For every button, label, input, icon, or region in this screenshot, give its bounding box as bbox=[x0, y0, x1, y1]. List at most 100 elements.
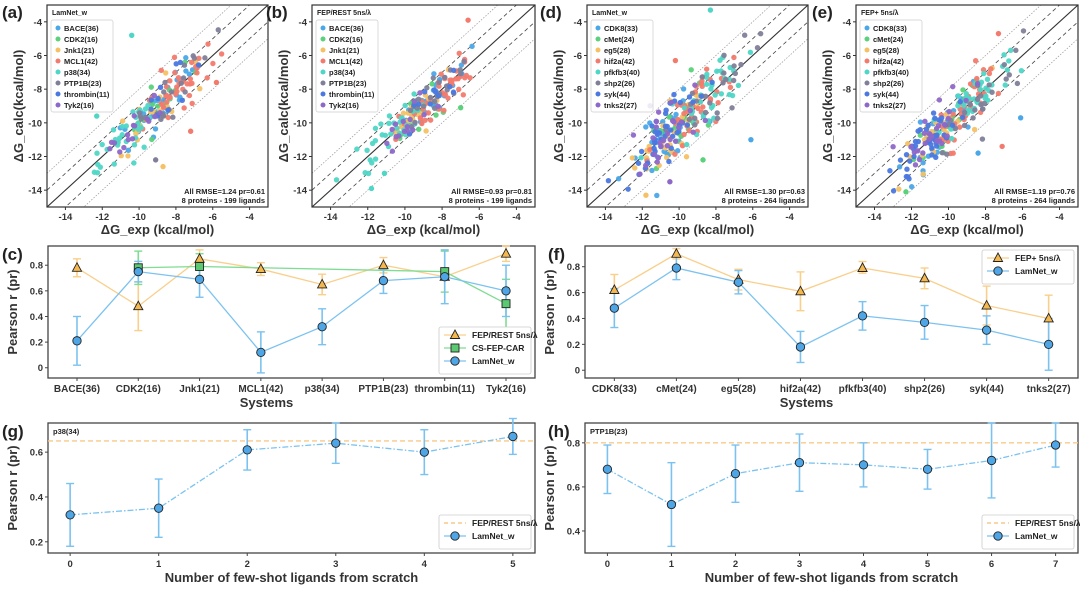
data-point-pfkfb3 bbox=[735, 82, 742, 89]
x-tick-label: -6 bbox=[749, 212, 757, 223]
data-point-pfkfb3 bbox=[747, 49, 754, 56]
legend-label: shp2(26) bbox=[873, 79, 904, 88]
stats-annotation: 8 proteins - 199 ligands bbox=[182, 196, 265, 205]
legend-marker-Jnk1 bbox=[320, 47, 326, 53]
y-tick-label: -8 bbox=[843, 85, 851, 96]
data-point-tnks2 bbox=[946, 108, 952, 115]
data-point-Tyk2 bbox=[107, 145, 113, 152]
legend-marker-syk bbox=[595, 91, 601, 97]
data-point-p38 bbox=[364, 147, 370, 153]
y-tick-label: -14 bbox=[293, 186, 307, 197]
data-point-tnks2 bbox=[690, 129, 696, 135]
data-point-tnks2 bbox=[654, 159, 660, 165]
x-tick-label: -4 bbox=[1055, 212, 1064, 223]
data-point-PTP1B bbox=[170, 114, 176, 120]
data-point-MCL1 bbox=[465, 17, 471, 23]
data-point-Tyk2 bbox=[121, 144, 127, 151]
data-point-syk bbox=[930, 110, 937, 116]
data-point-tnks2 bbox=[920, 150, 926, 156]
y-tick-label: -14 bbox=[568, 186, 582, 197]
data-point-syk bbox=[709, 79, 715, 86]
legend-label: CDK8(33) bbox=[873, 24, 907, 33]
legend-title: FEP/REST 5ns/λ bbox=[317, 9, 371, 17]
data-point-lamnet bbox=[730, 469, 741, 479]
data-point-MCL1 bbox=[175, 74, 182, 81]
data-point-shp2 bbox=[961, 122, 968, 129]
data-point-Tyk2 bbox=[389, 148, 396, 154]
data-point-MCL1 bbox=[163, 83, 170, 90]
data-point-MCL1 bbox=[417, 115, 424, 121]
data-point-MCL1 bbox=[174, 84, 180, 90]
y-axis-title: Pearson r (pr) bbox=[542, 445, 557, 530]
data-point-shp2 bbox=[714, 110, 720, 116]
y-tick-label: -4 bbox=[299, 17, 308, 28]
data-point-Tyk2 bbox=[157, 110, 163, 116]
data-point-Tyk2 bbox=[124, 132, 131, 138]
data-point-pfkfb3 bbox=[1002, 82, 1008, 88]
series-line-lamnet bbox=[70, 435, 513, 516]
data-point-lamnet bbox=[922, 464, 933, 474]
data-point-hif2a bbox=[700, 104, 706, 110]
data-point-MCL1 bbox=[441, 107, 447, 114]
data-point-PTP1B bbox=[180, 75, 187, 81]
legend-marker-pfkfb3 bbox=[595, 69, 601, 75]
panel-subtitle: PTP1B(23) bbox=[590, 427, 628, 436]
data-point-shp2 bbox=[944, 151, 950, 157]
legend-marker-BACE bbox=[320, 25, 326, 31]
x-tick-label: PTP1B(23) bbox=[358, 384, 408, 395]
data-point-hif2a bbox=[715, 100, 721, 106]
panel-label: (c) bbox=[2, 245, 23, 264]
data-point-p38 bbox=[379, 132, 385, 138]
data-point-syk bbox=[903, 151, 910, 158]
data-point-hif2a bbox=[703, 66, 710, 72]
legend-label: LamNet_w bbox=[472, 531, 515, 541]
data-point-hif2a bbox=[956, 124, 963, 130]
data-point-pfkfb3 bbox=[708, 86, 714, 92]
x-tick-label: -14 bbox=[59, 212, 73, 223]
panel-b-scatter: -14 -12 -10 -8 -6 -4 -14 -12 -10 -8 -6 -4 ΔG_exp (kc… bbox=[266, 3, 536, 237]
data-point-tnks2 bbox=[921, 130, 928, 136]
data-point-shp2 bbox=[970, 115, 976, 121]
data-point-shp2 bbox=[689, 90, 696, 96]
data-point-MCL1 bbox=[158, 67, 164, 74]
y-tick-label: 0.8 bbox=[567, 262, 580, 273]
legend-marker-eg5 bbox=[864, 47, 870, 53]
data-point-CDK8 bbox=[908, 184, 915, 190]
data-point-Tyk2 bbox=[404, 124, 411, 130]
legend-marker-Jnk1 bbox=[55, 47, 61, 53]
legend-label: eg5(28) bbox=[604, 46, 631, 55]
panel-label: (a) bbox=[2, 3, 23, 22]
data-point-shp2 bbox=[732, 70, 739, 77]
data-point-p38 bbox=[388, 131, 394, 137]
legend-marker-csfep bbox=[450, 343, 460, 353]
data-point-shp2 bbox=[1003, 76, 1009, 82]
data-point-shp2 bbox=[738, 61, 744, 68]
x-tick-label: -14 bbox=[599, 212, 613, 223]
legend-marker-PTP1B bbox=[320, 80, 326, 86]
data-point-Jnk1 bbox=[423, 128, 429, 134]
data-point-PTP1B bbox=[178, 80, 184, 86]
legend-box bbox=[590, 19, 654, 113]
plot-frame bbox=[311, 4, 536, 208]
data-point-tnks2 bbox=[668, 99, 675, 106]
data-point-tnks2 bbox=[922, 118, 928, 125]
data-point-hif2a bbox=[988, 66, 994, 72]
data-point-BACE bbox=[183, 68, 189, 74]
data-point-Tyk2 bbox=[389, 126, 395, 133]
data-point-MCL1 bbox=[218, 51, 225, 57]
dashed-line bbox=[856, 5, 1061, 191]
data-point-csfep bbox=[501, 299, 511, 309]
legend-box bbox=[438, 326, 532, 375]
data-point-lamnet bbox=[317, 322, 327, 332]
data-point-syk bbox=[666, 158, 672, 165]
legend-label: eg5(28) bbox=[873, 46, 900, 55]
data-point-PTP1B bbox=[424, 85, 430, 91]
data-point-MCL1 bbox=[438, 71, 444, 77]
data-point-fep bbox=[608, 284, 620, 294]
plot-frame bbox=[855, 4, 1079, 208]
data-point-tnks2 bbox=[637, 171, 643, 177]
data-point-PTP1B bbox=[431, 98, 438, 105]
data-point-tnks2 bbox=[974, 80, 981, 87]
data-point-PTP1B bbox=[461, 58, 467, 64]
data-point-eg5 bbox=[663, 154, 670, 161]
